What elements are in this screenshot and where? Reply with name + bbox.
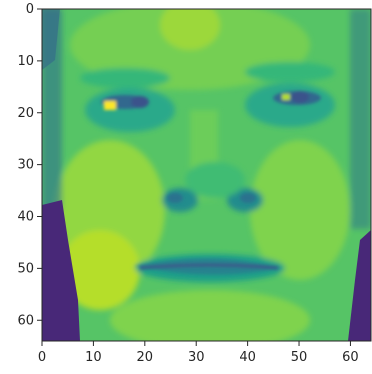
right-eye-highlight: [282, 94, 290, 100]
lip-line: [139, 263, 279, 270]
top-left-shading: [42, 9, 60, 70]
left-brow: [80, 68, 170, 88]
y-tick-label: 60: [17, 313, 34, 328]
chin-region: [110, 290, 310, 341]
x-tick-label: 20: [137, 350, 154, 365]
face-image: [42, 9, 371, 341]
y-tick-label: 10: [17, 54, 34, 69]
left-background: [42, 200, 80, 341]
x-tick-label: 40: [239, 350, 256, 365]
y-tick-label: 20: [17, 106, 34, 121]
x-axis-ticks: 0 10 20 30 40 50 60: [38, 341, 359, 365]
left-eye-socket: [85, 88, 175, 132]
left-nostril: [167, 193, 183, 203]
left-jaw-highlight: [60, 230, 140, 310]
axes-frame: [41, 8, 372, 342]
left-eye-highlight: [104, 101, 116, 110]
y-tick-label: 30: [17, 158, 34, 173]
x-tick-label: 10: [85, 350, 102, 365]
right-brow: [245, 62, 335, 82]
nose-tip: [185, 162, 245, 198]
x-tick-label: 50: [291, 350, 308, 365]
x-tick-label: 60: [342, 350, 359, 365]
y-tick-label: 50: [17, 261, 34, 276]
right-pupil: [291, 91, 309, 103]
right-eye-socket: [245, 83, 335, 127]
forehead-highlight: [160, 9, 220, 50]
x-tick-label: 0: [38, 350, 46, 365]
lips: [135, 258, 282, 275]
y-axis-ticks: 0 10 20 30 40 50 60: [17, 2, 42, 328]
y-tick-label: 40: [17, 210, 34, 225]
y-tick-label: 0: [26, 2, 34, 17]
right-background: [348, 230, 371, 341]
left-pupil: [131, 96, 149, 108]
x-tick-label: 30: [188, 350, 205, 365]
right-nostril: [240, 193, 256, 203]
right-cheek: [250, 140, 350, 280]
right-edge-shadow: [350, 9, 371, 229]
